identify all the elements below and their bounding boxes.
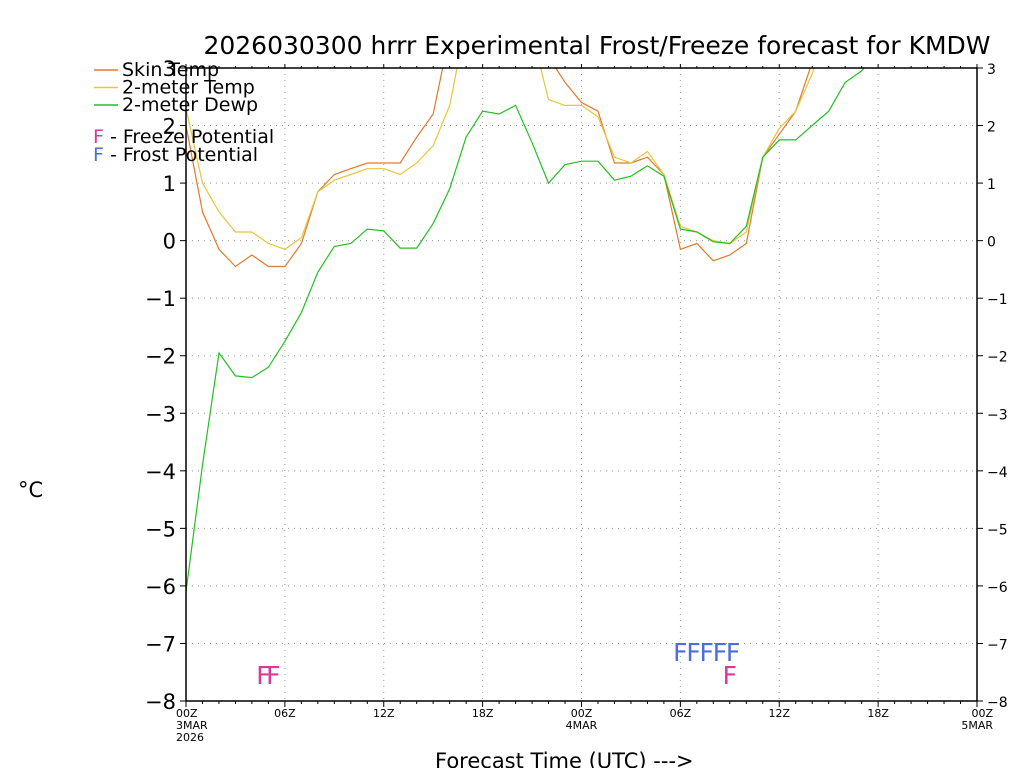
legend-entry: 2-meter Dewp [122, 94, 258, 116]
y-tick-label: 2 [163, 115, 176, 139]
potential-legend-entry: F - Freeze Potential [93, 126, 274, 148]
potential-legend-entry: F - Frost Potential [93, 144, 258, 166]
x-tick-label: 5MAR [961, 719, 993, 732]
x-tick-label: 4MAR [566, 719, 598, 732]
y-axis-label: °C [18, 478, 43, 502]
y-tick-label: −6 [145, 575, 176, 599]
freeze-marker: F [266, 661, 280, 690]
freeze-marker: F [723, 661, 737, 690]
y-tick-label: −3 [145, 402, 176, 426]
y-tick-label-right: 1 [987, 177, 996, 193]
x-tick-label: 2026 [176, 731, 204, 744]
y-tick-label-right: 3 [987, 62, 996, 78]
y-tick-label: −4 [145, 460, 176, 484]
y-tick-label: −2 [145, 345, 176, 369]
y-tick-label-right: 0 [987, 235, 996, 251]
x-tick-label: 00Z [176, 707, 198, 720]
y-tick-label: 3 [163, 57, 176, 81]
frost-marker: F [713, 638, 727, 667]
y-tick-label-right: −7 [987, 637, 1008, 653]
y-tick-label-right: −3 [987, 407, 1008, 423]
y-tick-label-right: −5 [987, 522, 1008, 538]
y-tick-label-right: −6 [987, 580, 1008, 596]
frost-marker: F [673, 638, 687, 667]
legend-entry: 2-meter Temp [122, 77, 255, 99]
potential-legend-letter: F [93, 144, 104, 166]
y-tick-label-right: 2 [987, 120, 996, 136]
y-tick-label: −1 [145, 287, 176, 311]
potential-legend-letter: F [93, 126, 104, 148]
y-tick-label-right: −2 [987, 350, 1008, 366]
x-tick-label: 18Z [472, 707, 494, 720]
x-tick-label: 00Z [971, 707, 993, 720]
y-tick-label-right: −4 [987, 465, 1008, 481]
x-tick-label: 12Z [373, 707, 395, 720]
y-tick-label: −8 [145, 690, 176, 714]
frost-marker: F [700, 638, 714, 667]
legend-entry: Skin Temp [122, 59, 219, 81]
x-tick-label: 06Z [670, 707, 692, 720]
plot-frame [185, 67, 978, 702]
x-tick-label: 18Z [867, 707, 889, 720]
x-tick-label: 3MAR [176, 719, 208, 732]
x-tick-label: 06Z [274, 707, 296, 720]
x-tick-label: 12Z [768, 707, 790, 720]
series-group [186, 68, 865, 592]
y-tick-label: 1 [163, 172, 176, 196]
y-tick-label: −5 [145, 517, 176, 541]
chart-title: 2026030300 hrrr Experimental Frost/Freez… [203, 31, 990, 60]
y-tick-label: 0 [163, 230, 176, 254]
x-tick-label: 00Z [571, 707, 593, 720]
y-axis-right: 3 2 1 0 −1 −2 −3 −4 −5 −6 −7 −8 [977, 62, 1008, 711]
x-axis-label: Forecast Time (UTC) ---> [435, 749, 694, 768]
y-tick-label: −7 [145, 632, 176, 656]
series-line-2-meter-dewp [186, 68, 865, 592]
potential-legend-text: - Frost Potential [104, 144, 258, 166]
y-tick-label-right: −1 [987, 292, 1008, 308]
potential-legend-text: - Freeze Potential [104, 126, 274, 148]
y-tick-label-right: −8 [987, 695, 1008, 711]
frost-marker: F [686, 638, 700, 667]
freeze-marker: F [256, 661, 270, 690]
grid [186, 68, 977, 701]
y-axis-left: 3 2 1 0 −1 −2 −3 −4 −5 −6 −7 −8 [145, 57, 186, 714]
frost-marker: F [726, 638, 740, 667]
